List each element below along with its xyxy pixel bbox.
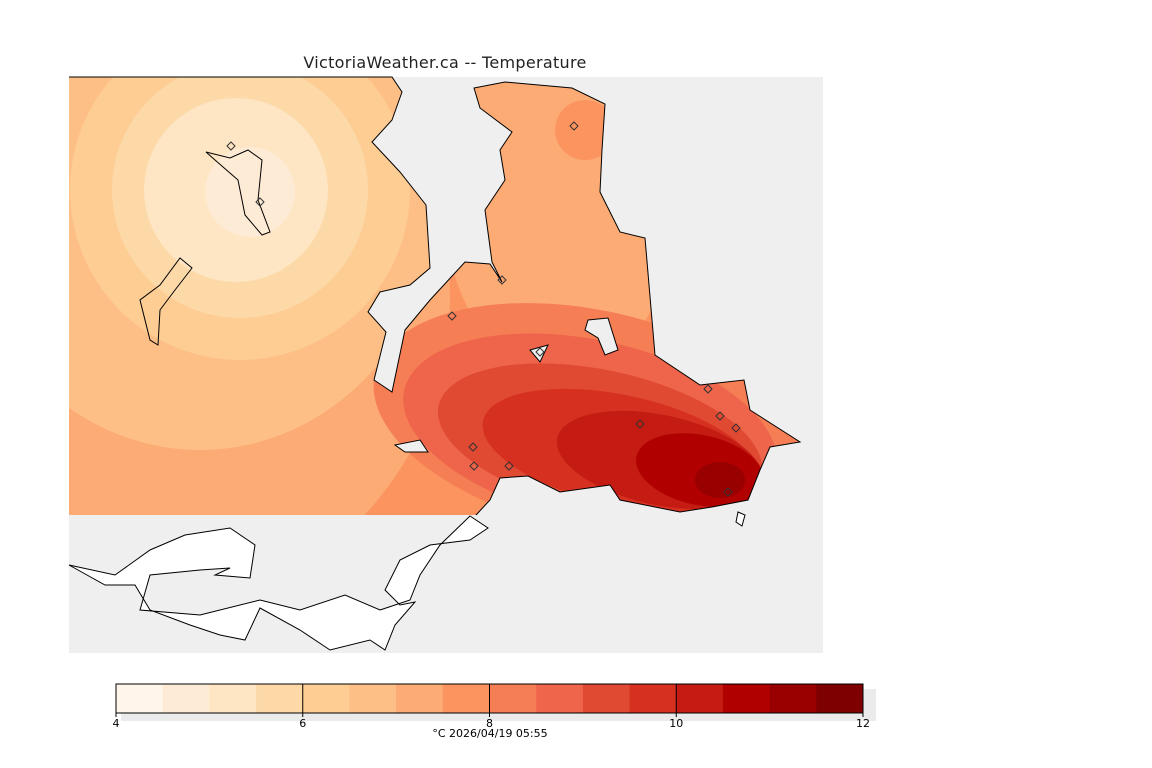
- colorbar-tick-label: 12: [856, 717, 870, 730]
- colorbar-tick-label: 6: [299, 717, 306, 730]
- temperature-band: [555, 100, 615, 160]
- colorbar-swatch: [722, 684, 771, 713]
- colorbar-tick-label: 8: [486, 717, 493, 730]
- colorbar-swatch: [489, 684, 537, 713]
- station-marker-icon: [535, 347, 545, 357]
- colorbar-swatch: [209, 684, 257, 713]
- station-marker-icon: [703, 384, 713, 394]
- colorbar-swatch: [442, 684, 490, 713]
- station-marker-icon: [497, 275, 507, 285]
- colorbar-swatch: [256, 684, 304, 713]
- colorbar-caption: °C 2026/04/19 05:55: [432, 727, 548, 740]
- station-marker-icon: [469, 461, 479, 471]
- colorbar-swatch: [349, 684, 397, 713]
- station-marker-icon: [723, 487, 733, 497]
- colorbar-tick-label: 10: [669, 717, 683, 730]
- colorbar-swatch: [302, 684, 350, 713]
- station-marker-icon: [255, 197, 265, 207]
- colorbar-swatch: [116, 684, 164, 713]
- colorbar-swatch: [769, 684, 817, 713]
- temperature-field: [69, 77, 800, 515]
- station-marker-icon: [569, 121, 579, 131]
- temperature-band: [695, 462, 745, 498]
- colorbar-swatch: [582, 684, 631, 713]
- colorbar-tick-label: 4: [113, 717, 120, 730]
- station-marker-icon: [731, 423, 741, 433]
- station-marker-icon: [635, 419, 645, 429]
- chart-title: VictoriaWeather.ca -- Temperature: [303, 53, 587, 72]
- colorbar-swatch: [816, 684, 864, 713]
- colorbar-swatch: [162, 684, 210, 713]
- temperature-band: [205, 147, 295, 237]
- station-marker-icon: [504, 461, 514, 471]
- colorbar-swatch: [396, 684, 444, 713]
- colorbar-swatch: [629, 684, 677, 713]
- colorbar-swatch: [536, 684, 584, 713]
- station-marker-icon: [468, 442, 478, 452]
- station-marker-icon: [226, 141, 236, 151]
- station-marker-icon: [447, 311, 457, 321]
- station-markers: [226, 121, 741, 497]
- colorbar-swatch: [676, 684, 724, 713]
- coastline: [68, 76, 802, 651]
- station-marker-icon: [715, 411, 725, 421]
- colorbar: 4 6 8 10 12: [113, 683, 876, 730]
